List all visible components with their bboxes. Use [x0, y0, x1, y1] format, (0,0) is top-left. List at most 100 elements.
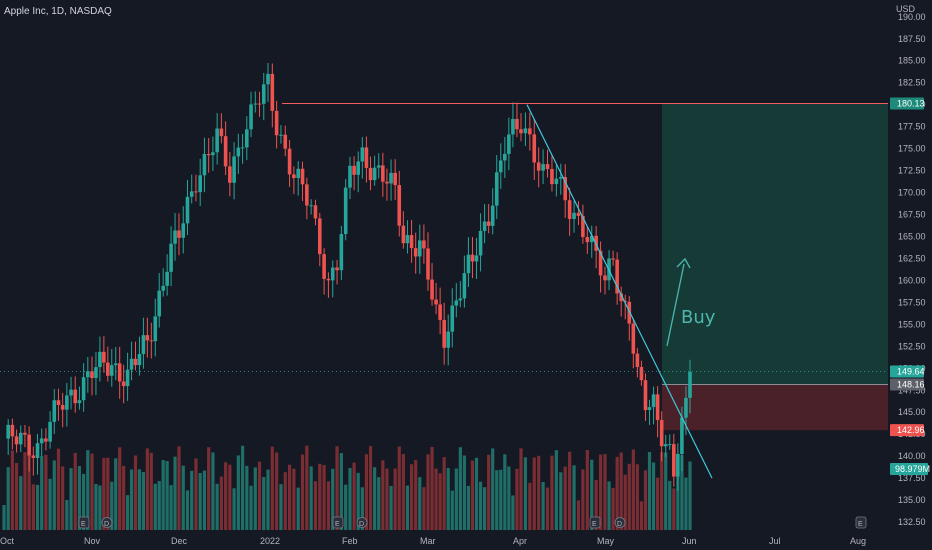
volume-bar — [181, 465, 185, 530]
candle-body — [81, 377, 86, 401]
candle-body — [228, 166, 232, 183]
candle-body — [335, 267, 339, 271]
volume-bar — [228, 464, 232, 530]
candle-body — [554, 178, 559, 185]
y-tick-label: 157.50 — [898, 297, 926, 307]
candle-body — [52, 400, 57, 422]
candle-body — [603, 275, 607, 281]
candle-body — [486, 221, 491, 226]
candle-body — [117, 363, 122, 382]
candle-body — [647, 407, 652, 411]
volume-bar — [519, 448, 523, 530]
volume-bar — [219, 476, 223, 530]
volume-bar — [615, 456, 619, 530]
volume-bar — [157, 481, 161, 530]
candle-body — [364, 147, 369, 168]
y-tick-label: 187.50 — [898, 34, 926, 44]
candle-body — [181, 223, 186, 238]
event-marker-label: D — [104, 521, 109, 528]
candle-body — [169, 243, 173, 272]
volume-bar — [381, 460, 385, 530]
volume-bar — [236, 455, 240, 530]
x-tick-label: Jun — [682, 536, 697, 546]
volume-bar — [6, 467, 10, 530]
volume-bar — [348, 468, 352, 530]
volume-bar — [627, 463, 631, 530]
earnings-marker — [332, 516, 344, 529]
candle-body — [643, 380, 648, 411]
candle-body — [688, 371, 692, 398]
y-tick-label: 162.50 — [898, 253, 926, 263]
y-tick-label: 175.00 — [898, 144, 926, 154]
volume-bar — [86, 450, 90, 530]
volume-bar — [202, 470, 207, 530]
candle-body — [202, 154, 207, 176]
volume-bar — [2, 505, 6, 530]
candle-body — [680, 417, 684, 454]
y-tick-label: 170.00 — [898, 188, 926, 198]
volume-bar — [82, 473, 86, 530]
volume-bar — [385, 468, 389, 530]
volume-bar — [145, 448, 149, 530]
volume-bar — [27, 454, 31, 530]
volume-bar — [73, 452, 77, 530]
currency-label: USD — [896, 4, 916, 14]
candle-body — [35, 443, 40, 458]
candle-body — [611, 258, 615, 260]
volume-bar — [31, 484, 35, 530]
volume-bar — [77, 465, 82, 530]
candle-body — [69, 389, 73, 396]
candle-body — [667, 444, 672, 446]
earnings-marker — [589, 516, 601, 529]
candle-body — [385, 181, 389, 184]
volume-bar — [335, 446, 339, 530]
candle-body — [39, 438, 44, 444]
event-marker-label: D — [359, 521, 364, 528]
volume-bar — [537, 455, 541, 530]
candle-body — [322, 254, 326, 279]
x-tick-label: Jul — [769, 536, 781, 546]
candle-body — [177, 230, 181, 238]
x-tick-label: Nov — [84, 536, 101, 546]
volume-bar — [266, 469, 270, 530]
y-tick-label: 145.00 — [898, 407, 926, 417]
candle-body — [389, 172, 393, 184]
candle-body — [381, 165, 385, 182]
candle-body — [454, 300, 459, 306]
candle-body — [18, 432, 23, 445]
candle-body — [141, 335, 146, 355]
volume-bar — [262, 477, 266, 530]
volume-bar — [483, 487, 487, 530]
volume-bar — [409, 464, 414, 530]
candle-body — [446, 331, 451, 348]
candle-body — [23, 432, 27, 435]
volume-bar — [603, 454, 607, 530]
candle-body — [173, 230, 177, 244]
volume-bar — [660, 452, 664, 530]
volume-bar — [550, 455, 554, 530]
volume-bar — [48, 478, 52, 530]
volume-bar — [283, 472, 287, 530]
candle-body — [401, 225, 406, 244]
volume-bar — [474, 457, 479, 530]
candle-body — [684, 397, 688, 418]
candle-body — [245, 129, 249, 148]
candle-body — [598, 250, 603, 276]
volume-bar — [631, 449, 635, 530]
volume-bar — [639, 501, 644, 530]
current-price-tag-bg — [890, 365, 924, 378]
candle-body — [133, 358, 138, 366]
volume-bar — [137, 469, 142, 530]
volume-bar — [114, 458, 118, 530]
candle-body — [153, 316, 158, 342]
y-tick-label: 165.00 — [898, 231, 926, 241]
candle-body — [536, 162, 541, 171]
candle-body — [266, 73, 270, 85]
candle-body — [356, 161, 361, 175]
volume-bar — [528, 482, 532, 530]
candle-body — [545, 164, 550, 169]
volume-bar — [491, 448, 495, 530]
candle-body — [676, 453, 680, 477]
